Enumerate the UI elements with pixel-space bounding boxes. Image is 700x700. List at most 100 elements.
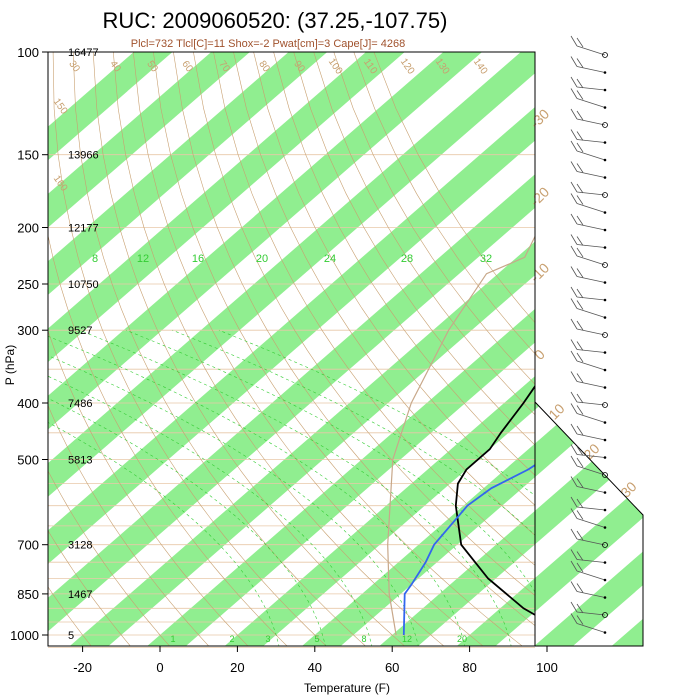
dry-adiabat (173, 52, 535, 626)
dry-adiabat-label: 140 (471, 57, 490, 77)
barb-flag (576, 446, 584, 456)
barb-staff (576, 518, 606, 528)
barb-dot (603, 158, 607, 162)
dry-adiabat (313, 52, 535, 416)
barb-flag (570, 181, 578, 193)
height-label: 1467 (68, 589, 92, 601)
profile-line (454, 384, 535, 616)
barb-flag (576, 183, 584, 194)
temperature-band (535, 402, 643, 646)
x-tick-label: 0 (156, 660, 163, 675)
barb-staff (576, 506, 606, 511)
height-label: 12177 (68, 223, 99, 235)
barb-dot (603, 421, 607, 424)
mixing-ratio-label: 8 (361, 634, 366, 644)
temperature-band (48, 52, 535, 497)
theta-e-label: 28 (401, 253, 413, 265)
barb-flag (576, 300, 584, 310)
barb-staff (576, 139, 606, 143)
barb-flag (576, 530, 584, 541)
barb-flag (576, 268, 584, 278)
barb-flag (570, 245, 578, 257)
height-label: 9527 (68, 325, 92, 337)
temperature-band (596, 402, 643, 646)
barb-circle (602, 542, 608, 548)
barb-staff (576, 559, 606, 563)
theta-e-label: 20 (256, 253, 268, 265)
barb-flag (576, 478, 584, 488)
theta-e-label: 12 (137, 253, 149, 265)
barb-staff (576, 296, 606, 301)
x-tick-label: 80 (462, 660, 476, 675)
barb-flag (570, 35, 578, 47)
barb-flag (570, 298, 578, 309)
barb-dot (603, 438, 607, 442)
height-label: 13966 (68, 150, 99, 162)
barb-staff (576, 413, 606, 423)
mixing-ratio-label: 20 (457, 634, 467, 644)
barb-dot (603, 88, 607, 92)
barb-flag (570, 444, 578, 455)
pressure-axis: 1000 850 700 500 400 300 250 200 150 100 (10, 45, 48, 643)
barb-flag (576, 615, 584, 625)
theta-e-label: 16 (192, 253, 204, 265)
barb-flag (576, 78, 584, 89)
dry-adiabat (72, 52, 366, 646)
dry-adiabat (48, 470, 170, 646)
y-tick-label: 100 (17, 45, 39, 60)
barb-staff (576, 611, 606, 616)
barb-flag (570, 549, 578, 560)
barb-staff (576, 433, 606, 441)
barb-dot (603, 141, 607, 144)
dry-adiabat (193, 52, 535, 596)
height-label: 10750 (68, 279, 99, 291)
dry-adiabat (153, 52, 523, 646)
barb-dot (603, 526, 607, 529)
dry-adiabat (48, 530, 131, 646)
dry-adiabat (92, 52, 406, 646)
theta-e-label: 24 (324, 253, 336, 265)
x-tick-label: 60 (385, 660, 399, 675)
barb-staff (576, 623, 606, 633)
temperature-band (456, 578, 535, 646)
dry-adiabat (113, 52, 445, 646)
barb-staff (576, 349, 606, 353)
temperature-band (48, 52, 405, 363)
temperature-band (48, 52, 250, 228)
x-tick-label: -20 (73, 660, 92, 675)
barb-flag (570, 601, 578, 613)
temperature-band (48, 52, 483, 430)
barb-circle (602, 262, 608, 268)
barb-staff (576, 244, 606, 248)
temperature-band (48, 106, 535, 565)
y-tick-label: 150 (17, 148, 39, 163)
y-tick-label: 300 (17, 323, 39, 338)
barb-flag (576, 341, 584, 351)
mixing-ratio-label: 12 (402, 634, 412, 644)
dry-adiabat (48, 586, 92, 646)
barb-flag (570, 403, 578, 414)
profile-line (402, 464, 535, 636)
barb-flag (570, 339, 578, 350)
barb-dot (603, 351, 607, 354)
barb-flag (570, 423, 578, 435)
temperature-band (48, 52, 173, 161)
mixing-ratio-label: 1 (170, 634, 175, 644)
barb-flag (576, 393, 584, 404)
barb-flag (576, 131, 584, 141)
barb-circle (602, 612, 608, 618)
barb-flag (570, 508, 578, 519)
barb-flag (576, 163, 584, 173)
barb-flag (570, 161, 578, 172)
barb-staff (576, 381, 606, 388)
wind-barbs (570, 35, 608, 634)
barb-flag (576, 110, 584, 121)
barb-dot (603, 211, 607, 214)
barb-flag (570, 391, 578, 403)
barb-staff (576, 171, 606, 178)
barb-flag (576, 405, 584, 415)
dry-adiabat (48, 404, 210, 646)
barb-flag (576, 247, 584, 258)
height-label: 3128 (68, 540, 92, 552)
barb-flag (570, 581, 578, 592)
